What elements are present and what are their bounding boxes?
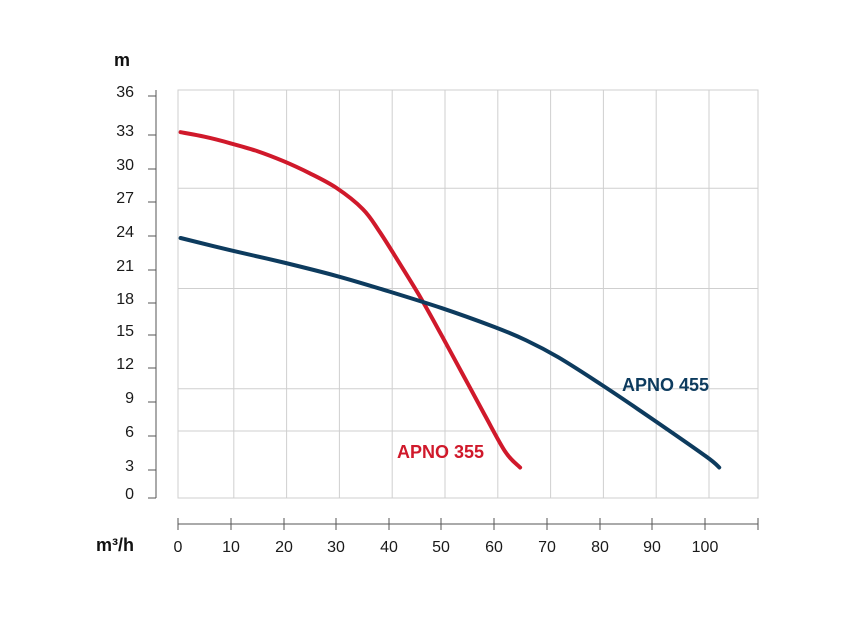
y-tick-label-9: 9 <box>125 390 134 407</box>
series-label-apno-355: APNO 355 <box>397 442 484 462</box>
x-tick-label-60: 60 <box>485 539 503 556</box>
x-tick-label-0: 0 <box>174 539 183 556</box>
x-tick-label-70: 70 <box>538 539 556 556</box>
y-tick-label-12: 12 <box>116 356 134 373</box>
x-axis-unit: m³/h <box>96 535 134 555</box>
series-line-apno-455 <box>178 236 722 470</box>
series-line-apno-355 <box>178 130 523 470</box>
y-tick-label-21: 21 <box>116 258 134 275</box>
x-tick-label-90: 90 <box>643 539 661 556</box>
y-tick-label-27: 27 <box>116 190 134 207</box>
y-tick-label-18: 18 <box>116 291 134 308</box>
x-tick-label-50: 50 <box>432 539 450 556</box>
y-tick-label-15: 15 <box>116 323 134 340</box>
y-tick-label-3: 3 <box>125 458 134 475</box>
y-tick-label-24: 24 <box>116 224 134 241</box>
y-tick-label-6: 6 <box>125 424 134 441</box>
x-tick-label-10: 10 <box>222 539 240 556</box>
labels: m m³/h APNO 455 APNO 355 <box>96 50 709 555</box>
y-tick-label-30: 30 <box>116 157 134 174</box>
y-tick-label-33: 33 <box>116 123 134 140</box>
x-tick-label-100: 100 <box>692 539 719 556</box>
x-tick-label-20: 20 <box>275 539 293 556</box>
y-axis-unit: m <box>114 50 130 70</box>
x-tick-label-30: 30 <box>327 539 345 556</box>
x-tick-label-80: 80 <box>591 539 609 556</box>
series-label-apno-455: APNO 455 <box>622 375 709 395</box>
grid <box>177 89 759 499</box>
plot-frame <box>177 89 759 499</box>
y-tick-label-36: 36 <box>116 84 134 101</box>
y-tick-label-0: 0 <box>125 486 134 503</box>
series-group <box>178 130 722 470</box>
x-tick-label-40: 40 <box>380 539 398 556</box>
